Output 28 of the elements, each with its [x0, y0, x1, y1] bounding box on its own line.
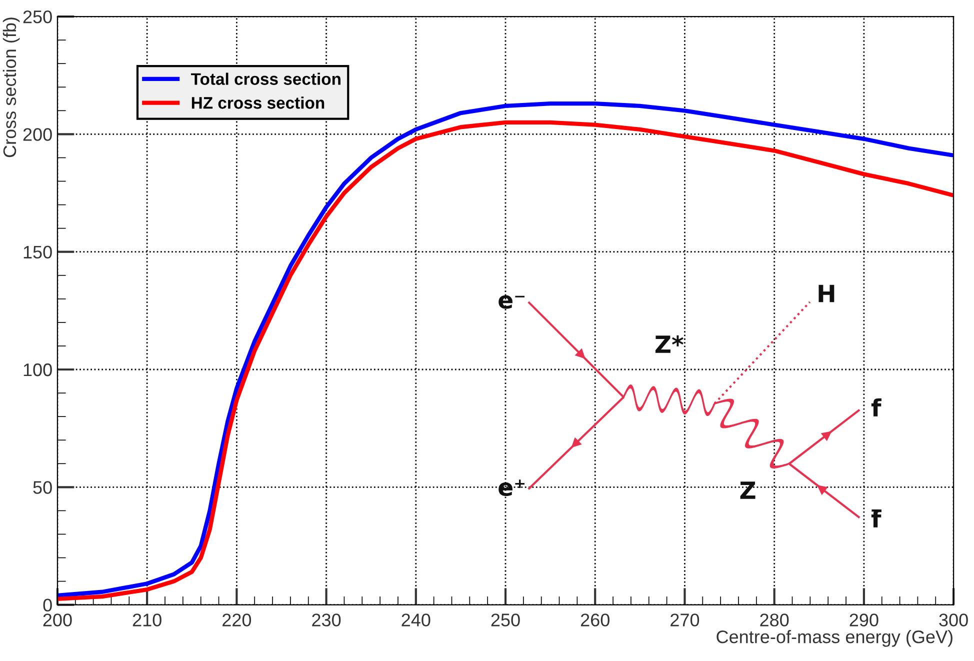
- annotation: f̄: [871, 509, 882, 528]
- y-tick-label: 200: [23, 128, 52, 141]
- x-tick-label: 300: [939, 614, 968, 626]
- y-tick-label: 50: [33, 481, 52, 494]
- annotation: f: [871, 398, 882, 416]
- y-tick-label: 0: [43, 598, 52, 612]
- y-tick-label: 100: [24, 363, 52, 376]
- y-tick-label: 250: [23, 10, 52, 24]
- legend-label: Total cross section: [191, 72, 340, 85]
- annotation: Z: [740, 482, 756, 499]
- annotation: e⁻: [498, 295, 524, 309]
- x-tick-label: 280: [760, 614, 789, 626]
- annotation: Z*: [655, 335, 684, 353]
- legend-label: HZ cross section: [192, 96, 324, 109]
- x-tick-label: 260: [580, 614, 610, 626]
- x-tick-label: 200: [43, 614, 72, 626]
- annotation: H: [818, 284, 834, 302]
- x-tick-label: 210: [132, 614, 162, 626]
- y-axis-title: Cross section (fb): [2, 18, 20, 158]
- x-tick-label: 220: [222, 614, 252, 626]
- x-tick-label: 270: [670, 614, 700, 626]
- x-tick-label: 250: [491, 614, 520, 626]
- x-tick-label: 240: [402, 614, 430, 626]
- y-tick-label: 150: [24, 246, 52, 259]
- x-tick-label: 230: [312, 614, 341, 626]
- x-tick-label: 290: [850, 614, 878, 626]
- annotation: e⁺: [498, 480, 524, 496]
- x-axis-title: Centre-of-mass energy (GeV): [716, 630, 952, 647]
